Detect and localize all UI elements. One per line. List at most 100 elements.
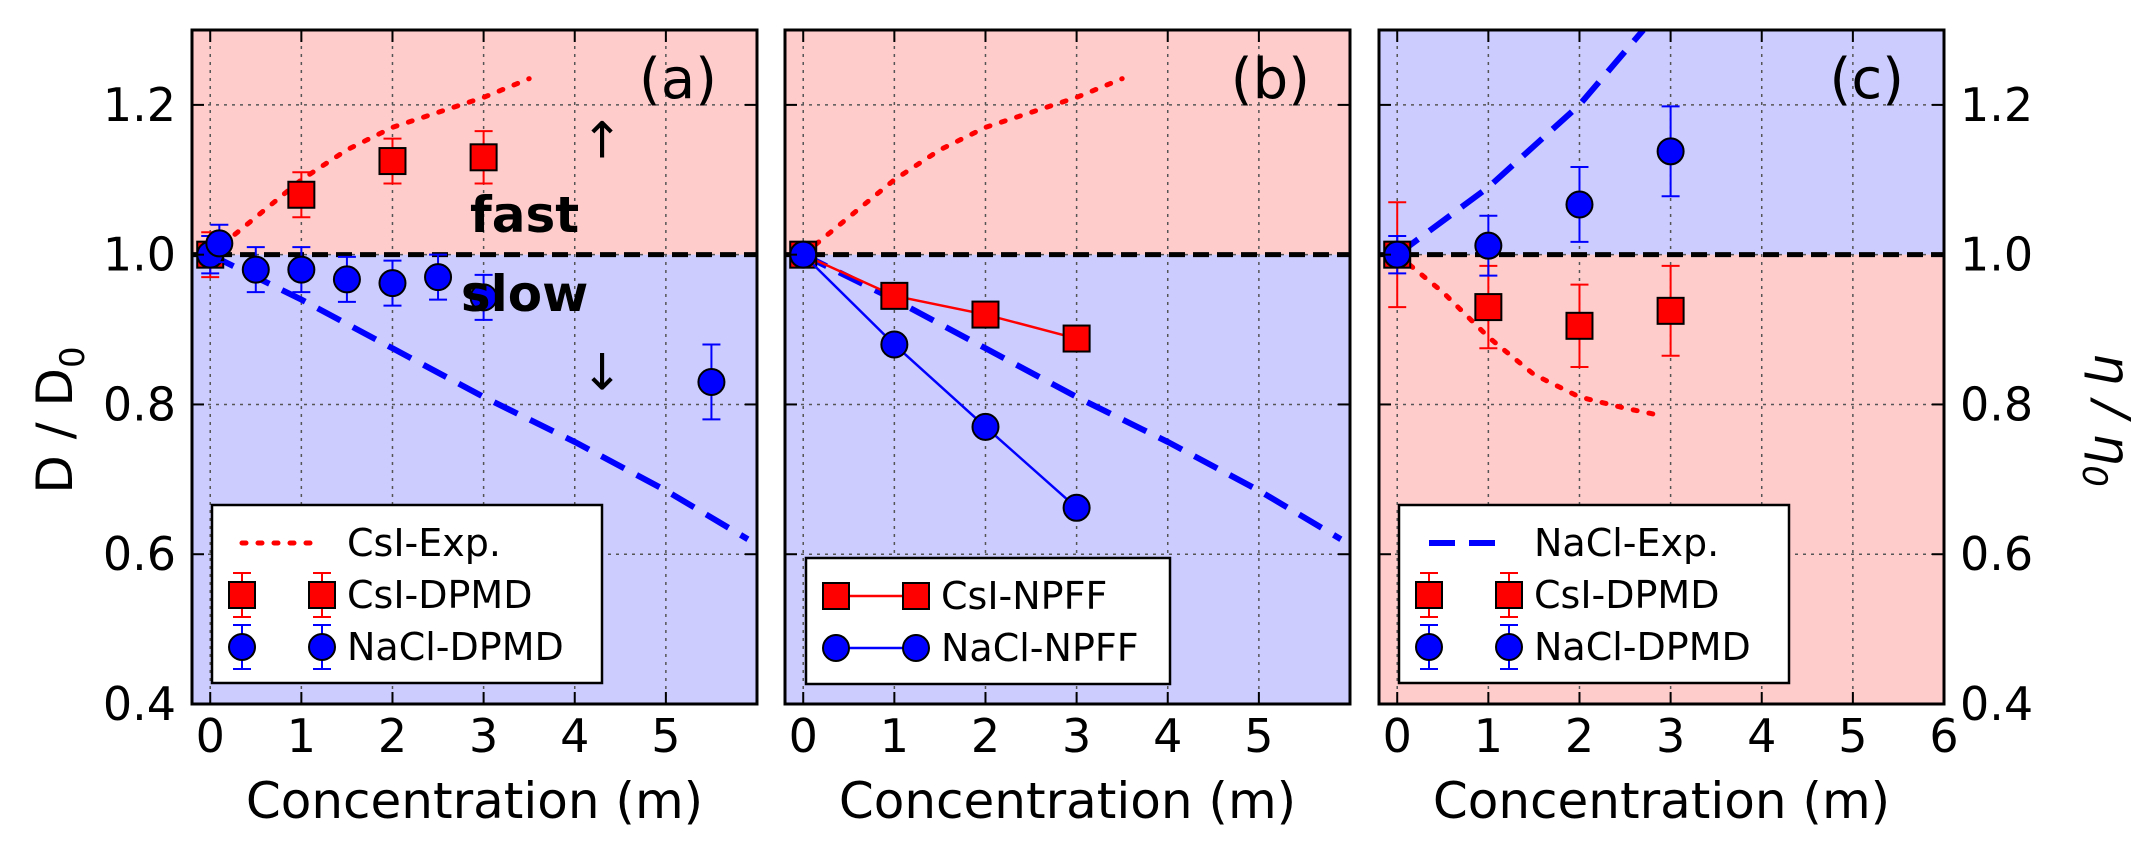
legend-label: CsI-DPMD: [1534, 573, 1719, 617]
legend: CsI-Exp. CsI-DPMD NaCl-DPMD: [210, 503, 604, 685]
legend-box: [804, 556, 1172, 686]
arrow-down-icon: ↓: [581, 343, 623, 401]
x-tick-label: 4: [1747, 709, 1776, 763]
y-axis-label-right: η / η0: [2074, 353, 2131, 487]
x-tick-label: 1: [880, 709, 909, 763]
legend-entry: CsI-DPMD: [1415, 572, 1719, 618]
legend-label: CsI-Exp.: [347, 521, 501, 565]
x-axis-label: Concentration (m): [1433, 772, 1890, 830]
data-point-nacl-dpmd: [1565, 190, 1594, 219]
plot-frame: [190, 28, 759, 706]
panel-label: (c): [1830, 47, 1904, 112]
y-tick-label: 0.4: [103, 677, 176, 731]
data-point-csi-dpmd: [378, 147, 407, 176]
y-label-left-text: D / D: [26, 368, 84, 494]
region-upper: [785, 30, 1350, 255]
panel-a: 0 1 2 3 4 5 0.4 0.6 0.8 1.0 1.2 Concentration (m) (a…: [103, 28, 759, 830]
y-tick-label: 0.8: [103, 377, 176, 431]
series-line-csi-exp: [800, 76, 1125, 258]
data-point-nacl-dpmd: [287, 255, 316, 284]
legend-entry: NaCl-Exp.: [1429, 521, 1719, 565]
legend-label: CsI-NPFF: [941, 574, 1107, 618]
legend-marker: [308, 581, 336, 609]
legend-marker: [822, 582, 850, 610]
y-label-left-sub: 0: [53, 346, 93, 368]
panel-c: 0 1 2 3 4 5 60.4 0.6 0.8 1.0 1.2 Concentration (m) (…: [1377, 28, 2033, 830]
series-csi-exp: [207, 76, 532, 258]
data-point-csi-dpmd: [469, 143, 498, 172]
data-point-csi-dpmd: [287, 180, 316, 209]
y-axis-label-left: D / D0: [26, 346, 93, 493]
y-tick-label-right: 0.4: [1960, 677, 2033, 731]
legend-marker: [1415, 633, 1443, 661]
plot-area: [196, 76, 750, 542]
legend-box: [1397, 503, 1791, 685]
plot-area: [1383, 30, 1685, 419]
legend-box: [210, 503, 604, 685]
series-csi-exp: [1394, 252, 1664, 419]
y-tick-label-right: 0.6: [1960, 527, 2033, 581]
series-line-nacl-exp: [1395, 30, 1646, 258]
x-axis-label: Concentration (m): [839, 772, 1296, 830]
x-tick-label: 0: [196, 709, 225, 763]
panel-b: 0 1 2 3 4 5 Concentration (m) (b) CsI-NPFF NaCl-N…: [783, 28, 1352, 830]
legend-marker: [228, 633, 256, 661]
y-tick-label: 0.6: [103, 527, 176, 581]
data-point-csi-dpmd: [1565, 311, 1594, 340]
arrow-up-icon: ↑: [581, 111, 623, 169]
x-tick-label: 0: [789, 709, 818, 763]
legend: NaCl-Exp. CsI-DPMD NaCl-DPMD: [1397, 503, 1791, 685]
series-nacl-dpmd: [1383, 105, 1685, 277]
x-tick-label: 5: [1244, 709, 1273, 763]
x-tick-label: 2: [1565, 709, 1594, 763]
x-tick-label: 4: [560, 709, 589, 763]
data-point-nacl-dpmd: [332, 265, 361, 294]
x-tick-label: 1: [287, 709, 316, 763]
x-tick-label: 4: [1153, 709, 1182, 763]
annotation-fast: fast: [470, 186, 579, 244]
series-line-nacl-exp: [208, 251, 750, 542]
x-tick-label: 5: [1838, 709, 1867, 763]
y-label-right-text: η / η: [2083, 353, 2131, 465]
data-point-csi-dpmd: [1656, 296, 1685, 325]
data-point-nacl-npff: [1062, 493, 1091, 522]
series-nacl-dpmd: [196, 223, 726, 421]
x-tick-label: 1: [1474, 709, 1503, 763]
svg-text:η / η0: η / η0: [2074, 353, 2131, 487]
legend-entry: NaCl-DPMD: [228, 624, 564, 670]
x-tick-label: 3: [1656, 709, 1685, 763]
data-point-csi-npff: [1062, 324, 1091, 353]
series-line-csi-exp: [1394, 252, 1664, 419]
data-point-nacl-dpmd: [241, 255, 270, 284]
series-csi-exp: [800, 76, 1125, 258]
data-point-nacl-dpmd: [1474, 231, 1503, 260]
series-line-csi-exp: [207, 76, 532, 258]
plot-frame: [1377, 28, 1946, 706]
legend-entry: NaCl-NPFF: [822, 626, 1139, 670]
legend-marker: [308, 633, 336, 661]
legend-marker: [1495, 581, 1523, 609]
series-line-nacl-npff: [802, 253, 1078, 509]
data-point-nacl-dpmd: [469, 283, 498, 312]
x-tick-label: 3: [1062, 709, 1091, 763]
series-line-csi-npff: [802, 253, 1077, 340]
legend-marker: [902, 634, 930, 662]
plot-frame: [783, 28, 1352, 706]
data-point-nacl-dpmd: [697, 367, 726, 396]
data-point-nacl-dpmd: [424, 263, 453, 292]
x-tick-label: 5: [651, 709, 680, 763]
x-tick-label: 2: [378, 709, 407, 763]
y-tick-label-right: 1.2: [1960, 78, 2033, 132]
x-tick-label: 2: [971, 709, 1000, 763]
series-nacl-exp: [208, 251, 750, 542]
x-tick-label: 6: [1929, 709, 1958, 763]
annotation-slow: slow: [461, 265, 588, 323]
series-nacl-exp: [1395, 30, 1646, 258]
panel-label: (a): [639, 47, 717, 112]
legend-entry: CsI-Exp.: [239, 521, 501, 565]
data-point-nacl-dpmd: [1656, 137, 1685, 166]
x-tick-label: 0: [1383, 709, 1412, 763]
legend-marker: [902, 582, 930, 610]
legend-entry: NaCl-DPMD: [1415, 624, 1751, 670]
region-upper: [192, 30, 757, 255]
